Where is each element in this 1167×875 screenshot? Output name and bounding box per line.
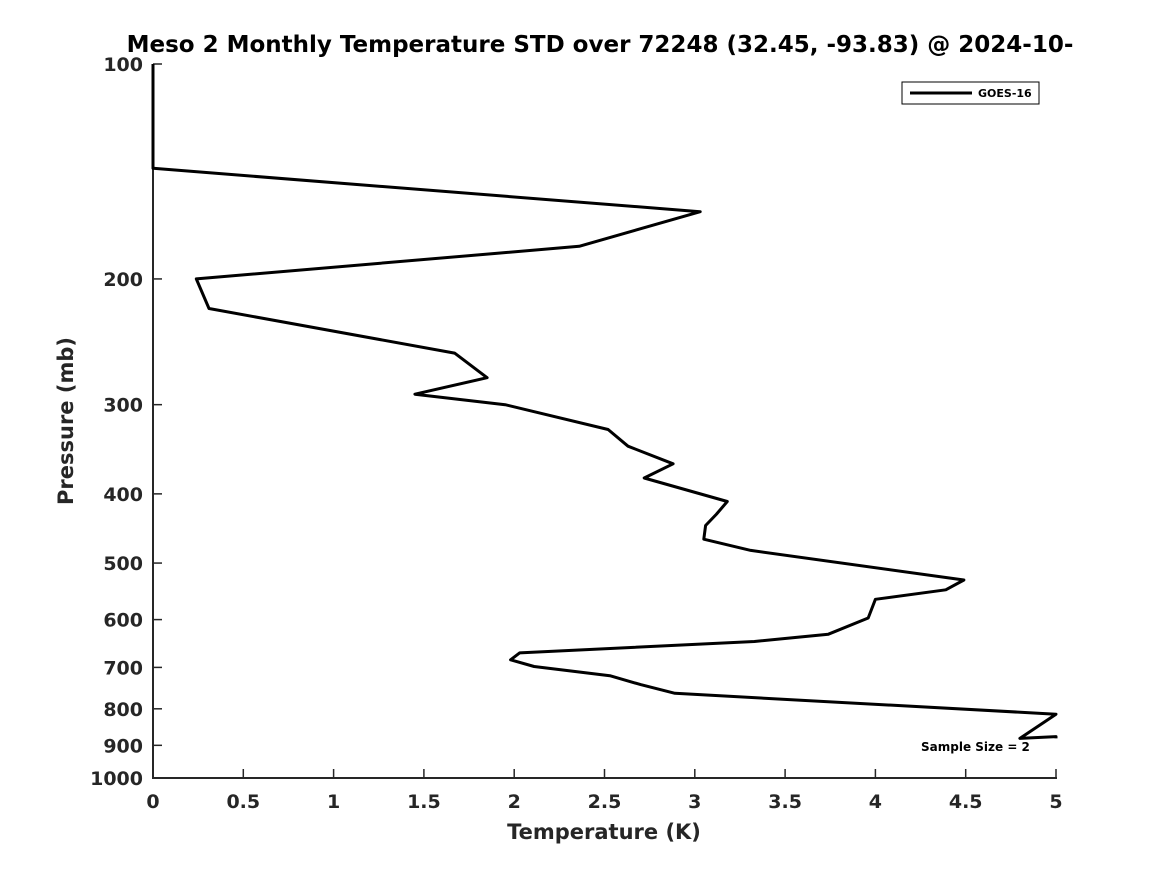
x-tick-label: 4 <box>869 791 882 813</box>
plot-axes <box>152 64 1057 779</box>
series-layer <box>151 64 1058 740</box>
sample-size-annotation: Sample Size = 2 <box>921 740 1030 754</box>
x-tick-label: 2.5 <box>588 791 622 813</box>
y-axis-ticks: 100 200 300 400 500 600 700 800 900 1000 <box>90 54 162 790</box>
x-tick-label: 4.5 <box>949 791 983 813</box>
x-tick-label: 2 <box>508 791 521 813</box>
x-axis-label: Temperature (K) <box>507 820 701 844</box>
x-axis-ticks: 0 0.5 1 1.5 2 2.5 3 3.5 4 4.5 5 <box>146 769 1063 813</box>
y-tick-label: 900 <box>103 735 143 757</box>
y-tick-label: 300 <box>103 395 143 417</box>
y-tick-label: 800 <box>103 699 143 721</box>
x-tick-label: 0.5 <box>226 791 260 813</box>
y-tick-label: 1000 <box>90 768 143 790</box>
x-tick-label: 5 <box>1049 791 1062 813</box>
y-tick-label: 400 <box>103 484 143 506</box>
y-tick-label: 500 <box>103 553 143 575</box>
x-tick-label: 0 <box>146 791 159 813</box>
x-tick-label: 3 <box>688 791 701 813</box>
y-tick-label: 200 <box>103 269 143 291</box>
x-tick-label: 1.5 <box>407 791 441 813</box>
chart-title: Meso 2 Monthly Temperature STD over 7224… <box>127 32 1074 58</box>
y-tick-label: 100 <box>103 54 143 76</box>
x-tick-label: 3.5 <box>768 791 802 813</box>
legend: GOES-16 <box>901 81 1040 105</box>
y-axis-label: Pressure (mb) <box>54 337 78 505</box>
y-tick-label: 600 <box>103 610 143 632</box>
series-line-goes16 <box>151 64 1058 740</box>
x-tick-label: 1 <box>327 791 340 813</box>
legend-label-goes16: GOES-16 <box>978 87 1032 100</box>
y-tick-label: 700 <box>103 657 143 679</box>
